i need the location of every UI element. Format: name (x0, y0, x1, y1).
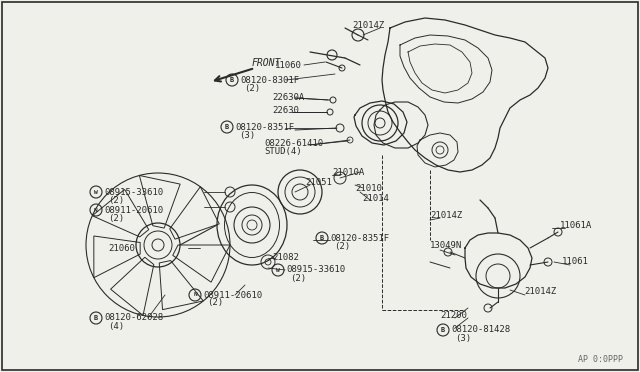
Text: 08226-61410: 08226-61410 (264, 138, 323, 148)
Text: (2): (2) (207, 298, 223, 308)
Text: 21014Z: 21014Z (352, 20, 384, 29)
Text: 21060: 21060 (108, 244, 135, 253)
Text: 22630A: 22630A (272, 93, 304, 102)
Text: (2): (2) (108, 196, 124, 205)
Text: 08120-81428: 08120-81428 (451, 326, 510, 334)
Text: 08120-62028: 08120-62028 (104, 314, 163, 323)
Text: 21010A: 21010A (332, 167, 364, 176)
Text: 08120-8351F: 08120-8351F (330, 234, 389, 243)
Text: (4): (4) (108, 321, 124, 330)
Text: 21014Z: 21014Z (430, 211, 462, 219)
Text: 11060: 11060 (275, 61, 302, 70)
Text: (3): (3) (455, 334, 471, 343)
Text: 21014: 21014 (362, 193, 389, 202)
Text: 08120-8301F: 08120-8301F (240, 76, 299, 84)
Text: N: N (94, 208, 98, 212)
Text: 21051: 21051 (305, 177, 332, 186)
Text: 08915-33610: 08915-33610 (104, 187, 163, 196)
Text: N: N (193, 292, 197, 298)
Text: B: B (230, 77, 234, 83)
Text: 08120-8351F: 08120-8351F (235, 122, 294, 131)
Text: B: B (320, 235, 324, 241)
Text: 21010: 21010 (355, 183, 382, 192)
Text: 08911-20610: 08911-20610 (203, 291, 262, 299)
Text: (2): (2) (108, 214, 124, 222)
Text: (2): (2) (290, 273, 306, 282)
Text: (2): (2) (334, 241, 350, 250)
Text: FRONT: FRONT (252, 58, 282, 68)
Text: 11061A: 11061A (560, 221, 592, 230)
Text: 08911-20610: 08911-20610 (104, 205, 163, 215)
Text: B: B (225, 124, 229, 130)
Text: 21014Z: 21014Z (524, 288, 556, 296)
Text: W: W (94, 189, 98, 195)
Text: B: B (94, 315, 98, 321)
Text: (3): (3) (239, 131, 255, 140)
Text: 13049N: 13049N (430, 241, 462, 250)
Text: AP 0:0PPP: AP 0:0PPP (578, 356, 623, 365)
Text: B: B (441, 327, 445, 333)
Text: 21082: 21082 (272, 253, 299, 262)
Text: 22630: 22630 (272, 106, 299, 115)
Text: STUD(4): STUD(4) (264, 147, 301, 155)
Text: W: W (276, 267, 280, 273)
Text: 11061: 11061 (562, 257, 589, 266)
Text: (2): (2) (244, 83, 260, 93)
Text: 08915-33610: 08915-33610 (286, 266, 345, 275)
Text: 21200: 21200 (440, 311, 467, 320)
